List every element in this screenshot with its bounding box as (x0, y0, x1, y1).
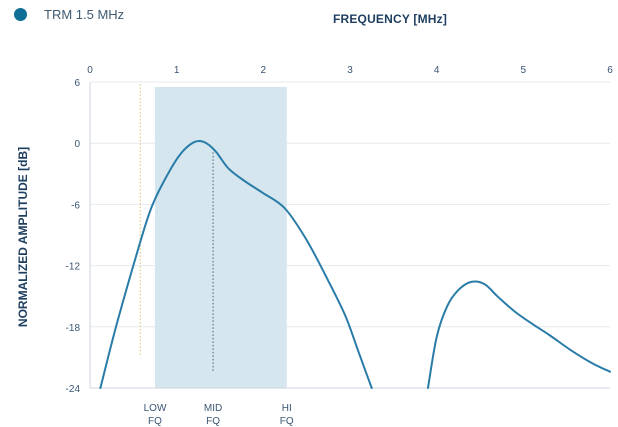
x-tick-label-3: 3 (347, 65, 353, 76)
y-tick-label-0: 6 (74, 78, 80, 89)
x-tick-label-0: 0 (87, 65, 93, 76)
y-tick-label-3: -12 (66, 262, 81, 273)
x-tick-label-6: 6 (607, 65, 613, 76)
marker-label-2-line-0: HI (282, 403, 292, 414)
y-axis-label: NORMALIZED AMPLITUDE [dB] (16, 147, 30, 327)
x-tick-label-4: 4 (434, 65, 440, 76)
marker-labels: LOW FQ MID FQ HI FQ (144, 403, 294, 427)
axes (89, 82, 610, 389)
shaded-band (155, 87, 287, 388)
series-line-0-segment-0 (99, 139, 373, 389)
legend-swatch-icon (14, 8, 27, 21)
marker-label-0-line-1: FQ (148, 416, 162, 427)
legend: TRM 1.5 MHz (14, 7, 124, 22)
y-tick-label-1: 0 (74, 139, 80, 150)
marker-label-1-line-1: FQ (206, 416, 220, 427)
marker-label-1-line-0: MID (204, 403, 222, 414)
marker-label-0-line-0: LOW (144, 403, 167, 414)
x-tick-labels: 0 1 2 3 4 5 6 (87, 65, 613, 76)
series-line-0-segment-1 (427, 280, 611, 389)
x-tick-label-2: 2 (261, 65, 267, 76)
y-tick-labels: 6 0 -6 -12 -18 -24 (66, 78, 81, 395)
legend-label: TRM 1.5 MHz (44, 7, 125, 22)
marker-label-2-line-1: FQ (280, 416, 294, 427)
y-tick-label-4: -18 (66, 323, 81, 334)
series-layer (99, 139, 611, 389)
shaded-band-layer (155, 87, 287, 388)
x-axis-title: FREQUENCY [MHz] (332, 12, 448, 26)
y-tick-label-5: -24 (66, 384, 81, 395)
y-tick-label-2: -6 (71, 200, 80, 211)
x-tick-label-5: 5 (521, 65, 527, 76)
x-tick-label-1: 1 (174, 65, 180, 76)
reference-lines (139, 84, 214, 373)
